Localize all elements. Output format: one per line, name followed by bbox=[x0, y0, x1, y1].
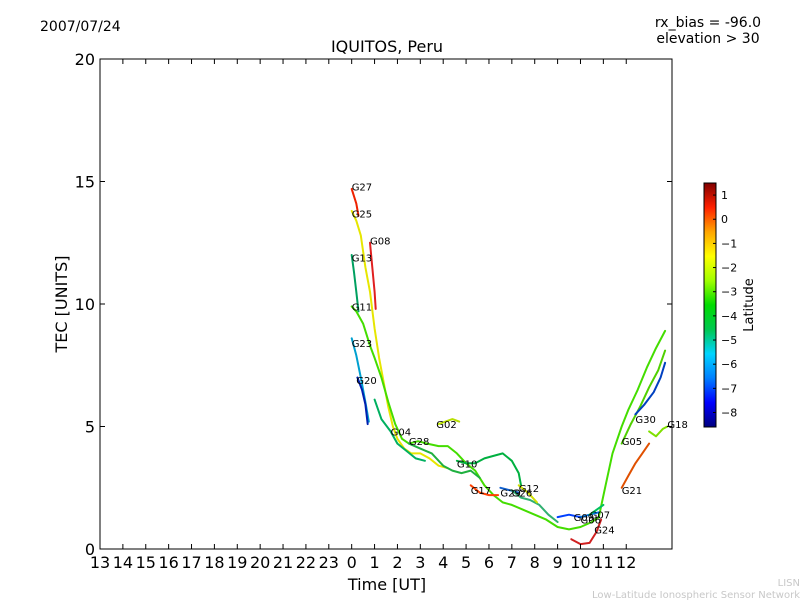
series-label-g09: G09 bbox=[574, 513, 594, 524]
series-line-g25 bbox=[350, 209, 449, 470]
series-line-g27 bbox=[350, 187, 360, 217]
series-line-g05 bbox=[620, 349, 667, 445]
colorbar-tick-label: −1 bbox=[721, 237, 737, 250]
x-tick-label: 14 bbox=[113, 553, 133, 572]
x-tick-label: 12 bbox=[616, 553, 636, 572]
y-axis-label: TEC [UNITS] bbox=[52, 256, 71, 354]
colorbar-gradient bbox=[703, 182, 717, 428]
x-axis-label: Time [UT] bbox=[347, 575, 426, 594]
series-line-g04 bbox=[373, 398, 426, 462]
series-label-g27: G27 bbox=[352, 182, 372, 193]
colorbar-tick-label: −7 bbox=[721, 382, 737, 395]
x-tick-label: 0 bbox=[347, 553, 357, 572]
chart-title: IQUITOS, Peru bbox=[331, 37, 443, 56]
x-tick-label: 7 bbox=[507, 553, 517, 572]
series-label-g06: G06 bbox=[581, 516, 601, 527]
date-label: 2007/07/24 bbox=[40, 19, 121, 35]
series-line-g02 bbox=[437, 418, 461, 426]
series-line-g12 bbox=[517, 484, 538, 504]
elevation-label: elevation > 30 bbox=[656, 31, 759, 47]
series-label-g28: G28 bbox=[409, 437, 429, 448]
y-tick-label: 15 bbox=[75, 173, 95, 192]
x-tick-label: 11 bbox=[593, 553, 613, 572]
x-tick-label: 9 bbox=[553, 553, 563, 572]
colorbar-tick-label: −8 bbox=[721, 407, 737, 420]
rx-bias-label: rx_bias = -96.0 bbox=[655, 15, 761, 31]
series-label-g10: G10 bbox=[457, 459, 477, 470]
colorbar-tick-label: −3 bbox=[721, 286, 737, 299]
series-line-g20 bbox=[356, 376, 369, 426]
y-tick-label: 0 bbox=[85, 540, 95, 559]
series-label-g07: G07 bbox=[590, 511, 610, 522]
series-label-g11: G11 bbox=[352, 302, 372, 313]
series-line-g28 bbox=[407, 442, 481, 479]
series-label-g12: G12 bbox=[519, 484, 539, 495]
credit-lisn: LISN bbox=[778, 578, 800, 589]
axes: 13 14 15 16 17 18 19 20 21 22 23 0 1 2 3 4 5 6 7 8 9 10 11 1205… bbox=[75, 50, 672, 572]
x-tick-label: 10 bbox=[570, 553, 590, 572]
series-line-g10 bbox=[455, 452, 522, 487]
series-label-g30: G30 bbox=[635, 415, 655, 426]
colorbar-tick-label: 1 bbox=[721, 189, 728, 202]
x-tick-label: 17 bbox=[181, 553, 201, 572]
x-tick-label: 3 bbox=[415, 553, 425, 572]
series-label-g20: G20 bbox=[356, 376, 376, 387]
series-label-g21: G21 bbox=[622, 486, 642, 497]
series-label-g08: G08 bbox=[370, 236, 390, 247]
series-line-g30 bbox=[634, 361, 667, 416]
series-line-g09 bbox=[556, 513, 582, 519]
x-tick-label: 4 bbox=[438, 553, 448, 572]
y-tick-label: 10 bbox=[75, 295, 95, 314]
x-tick-label: 15 bbox=[136, 553, 156, 572]
series-line-g26 bbox=[510, 489, 559, 523]
colorbar: 1 0 −1 −2 −3 −4 −5 −6 −7 −8 bbox=[703, 182, 737, 428]
x-tick-label: 23 bbox=[319, 553, 339, 572]
series-line-g18 bbox=[648, 425, 669, 438]
y-tick-label: 20 bbox=[75, 50, 95, 69]
colorbar-tick-label: −5 bbox=[721, 334, 737, 347]
series-label-g26: G26 bbox=[512, 489, 532, 500]
x-tick-label: 20 bbox=[250, 553, 270, 572]
x-tick-label: 16 bbox=[158, 553, 178, 572]
series-line-g08 bbox=[369, 241, 377, 310]
credit-network: Low-Latitude Ionospheric Sensor Network bbox=[592, 590, 800, 600]
x-tick-label: 19 bbox=[227, 553, 247, 572]
series-line-g07 bbox=[588, 503, 605, 516]
series-label-g24: G24 bbox=[594, 525, 614, 536]
series-label-g02: G02 bbox=[436, 420, 456, 431]
x-tick-label: 22 bbox=[296, 553, 316, 572]
plot-frame bbox=[99, 58, 673, 550]
series-label-g17: G17 bbox=[471, 486, 491, 497]
series-label-g04: G04 bbox=[391, 427, 411, 438]
x-tick-label: 13 bbox=[90, 553, 110, 572]
x-tick-label: 21 bbox=[273, 553, 293, 572]
series-line-g29 bbox=[499, 486, 520, 494]
series-line-g17 bbox=[469, 484, 500, 497]
series-label-g13: G13 bbox=[352, 253, 372, 264]
series-label-g25: G25 bbox=[352, 209, 372, 220]
x-tick-label: 2 bbox=[392, 553, 402, 572]
x-tick-label: 6 bbox=[484, 553, 494, 572]
colorbar-label: Latitude bbox=[742, 278, 757, 332]
colorbar-tick-label: −4 bbox=[721, 310, 737, 323]
x-tick-label: 1 bbox=[369, 553, 379, 572]
series-label-g05: G05 bbox=[622, 437, 642, 448]
series-label-g18: G18 bbox=[667, 420, 687, 431]
series-label-g29: G29 bbox=[500, 489, 520, 500]
series-label-g23: G23 bbox=[352, 339, 372, 350]
y-tick-label: 5 bbox=[85, 418, 95, 437]
x-tick-label: 5 bbox=[461, 553, 471, 572]
colorbar-tick-label: 0 bbox=[721, 213, 728, 226]
x-tick-label: 8 bbox=[530, 553, 540, 572]
colorbar-tick-label: −2 bbox=[721, 262, 737, 275]
x-tick-label: 18 bbox=[204, 553, 224, 572]
series-line-g13 bbox=[350, 254, 360, 313]
colorbar-tick-label: −6 bbox=[721, 358, 737, 371]
series-line-g24 bbox=[570, 518, 603, 546]
series-line-g21 bbox=[620, 442, 651, 489]
